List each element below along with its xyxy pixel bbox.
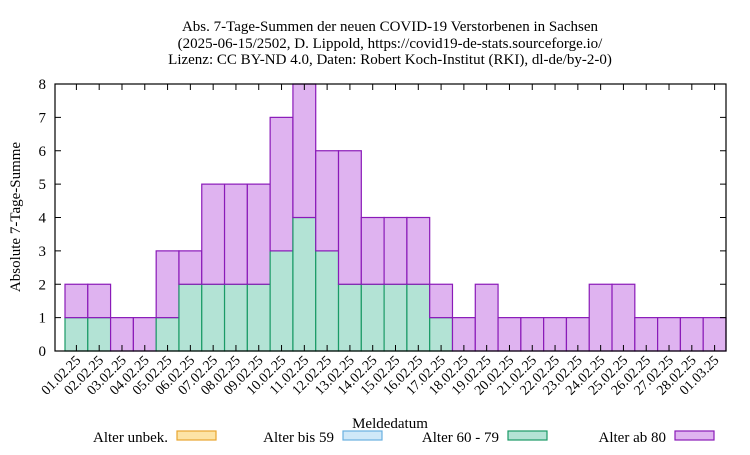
- bar-alter-60-79-12.02.25: [315, 250, 340, 352]
- bars-layer: [64, 83, 727, 352]
- bar-alter-60-79-09.02.25: [246, 283, 271, 352]
- legend-label: Alter ab 80: [599, 430, 666, 446]
- bar-alter-ab-80-16.02.25: [406, 216, 431, 285]
- bar-alter-ab-80-14.02.25: [360, 216, 385, 285]
- y-tick-label: 8: [39, 77, 47, 93]
- legend-label: Alter 60 - 79: [422, 430, 499, 446]
- bar-alter-ab-80-19.02.25: [474, 283, 499, 352]
- bar-alter-60-79-13.02.25: [337, 283, 362, 352]
- legend-swatch: [342, 430, 383, 441]
- y-tick-label: 1: [39, 311, 47, 327]
- chart-title: Abs. 7-Tage-Summen der neuen COVID-19 Ve…: [168, 19, 612, 68]
- y-axis-ticks: 0 1 2 3 4 5 6 7 8: [39, 77, 726, 360]
- y-tick-label: 0: [39, 344, 47, 360]
- plot-frame: [54, 83, 727, 352]
- bar-alter-ab-80-01.02.25: [64, 283, 89, 319]
- bar-alter-60-79-07.02.25: [201, 283, 226, 352]
- title-line-3: Lizenz: CC BY-ND 4.0, Daten: Robert Koch…: [168, 52, 612, 68]
- y-tick-label: 7: [39, 110, 47, 126]
- bar-alter-ab-80-05.02.25: [155, 250, 180, 319]
- bar-alter-ab-80-02.02.25: [87, 283, 112, 319]
- bar-alter-ab-80-25.02.25: [611, 283, 636, 352]
- bar-alter-60-79-10.02.25: [269, 250, 294, 352]
- bar-alter-ab-80-11.02.25: [292, 83, 317, 219]
- bar-alter-60-79-14.02.25: [360, 283, 385, 352]
- y-tick-label: 2: [39, 277, 47, 293]
- legend-label: Alter unbek.: [93, 430, 168, 446]
- title-line-1: Abs. 7-Tage-Summen der neuen COVID-19 Ve…: [182, 19, 599, 35]
- bar-alter-ab-80-24.02.25: [588, 283, 613, 352]
- bar-alter-60-79-16.02.25: [406, 283, 431, 352]
- title-line-2: (2025-06-15/2502, D. Lippold, https://co…: [178, 36, 603, 52]
- y-tick-label: 4: [39, 211, 47, 227]
- bar-alter-ab-80-08.02.25: [223, 183, 248, 285]
- legend: Alter unbek. Alter bis 59 Alter 60 - 79 Alt…: [93, 430, 715, 446]
- bar-alter-ab-80-09.02.25: [246, 183, 271, 285]
- x-axis-label: Meldedatum: [352, 416, 428, 432]
- bar-alter-60-79-15.02.25: [383, 283, 408, 352]
- bar-alter-ab-80-12.02.25: [315, 150, 340, 252]
- bar-alter-60-79-08.02.25: [223, 283, 248, 352]
- y-tick-label: 3: [39, 244, 47, 260]
- legend-swatch: [176, 430, 217, 441]
- legend-swatch: [674, 430, 715, 441]
- y-tick-label: 6: [39, 144, 47, 160]
- bar-alter-ab-80-13.02.25: [337, 150, 362, 285]
- bar-alter-ab-80-17.02.25: [429, 283, 454, 319]
- bar-alter-ab-80-15.02.25: [383, 216, 408, 285]
- bar-alter-ab-80-10.02.25: [269, 116, 294, 252]
- bar-alter-60-79-11.02.25: [292, 216, 317, 352]
- legend-swatch: [507, 430, 548, 441]
- bar-alter-60-79-06.02.25: [178, 283, 203, 352]
- y-tick-label: 5: [39, 177, 47, 193]
- bar-alter-ab-80-06.02.25: [178, 250, 203, 285]
- y-axis-label: Absolute 7-Tage-Summe: [8, 142, 24, 293]
- legend-label: Alter bis 59: [263, 430, 334, 446]
- bar-alter-ab-80-07.02.25: [201, 183, 226, 285]
